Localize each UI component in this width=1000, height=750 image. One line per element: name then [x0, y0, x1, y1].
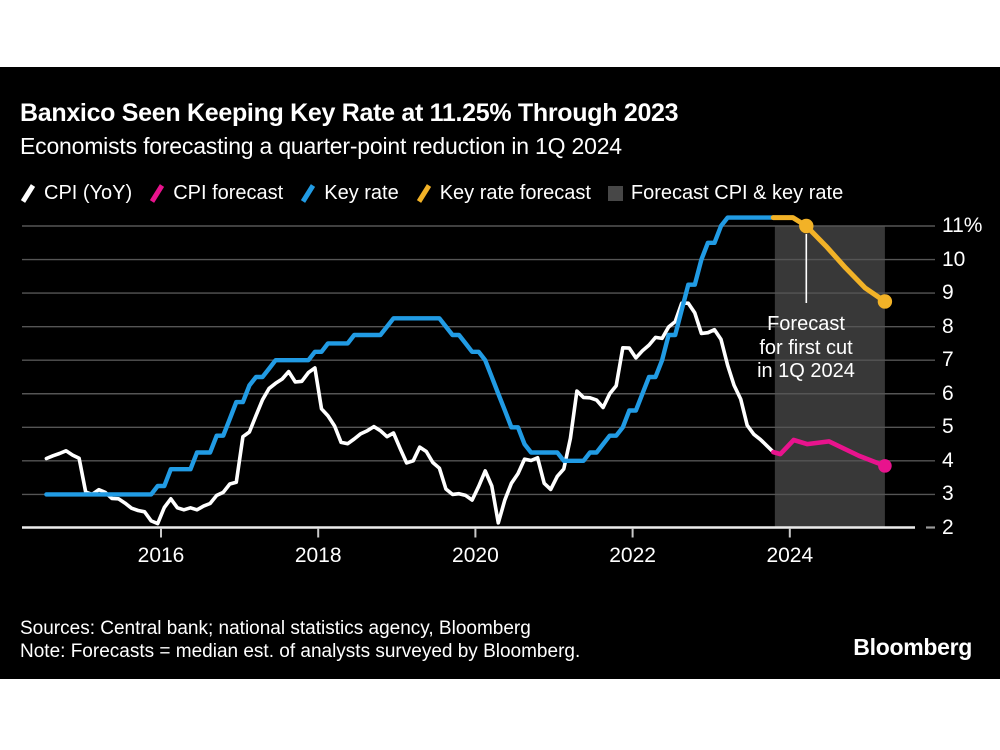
legend: CPI (YoY) CPI forecast Key rate Key rate fo…	[20, 182, 843, 205]
key-rate-slash-icon	[301, 184, 316, 203]
cpi-yoy--line	[44, 301, 776, 526]
cpi-forecast-line	[770, 437, 888, 469]
key-rate-forecast-line	[770, 215, 888, 304]
legend-item: Key rate forecast	[416, 182, 591, 205]
x-axis-label: 2020	[452, 544, 499, 567]
legend-item: Forecast CPI & key rate	[607, 182, 844, 205]
x-axis-label: 2024	[766, 544, 814, 567]
y-axis-label: 6	[942, 381, 954, 405]
cpi-forecast-slash-icon	[150, 184, 165, 203]
key-rate-line	[44, 215, 776, 497]
legend-label: CPI forecast	[173, 182, 284, 204]
y-axis-label: 9	[942, 281, 954, 305]
cpi-forecast-dot	[878, 459, 892, 473]
annotation-line: in 1Q 2024	[757, 360, 855, 382]
y-axis-label: 4	[942, 448, 954, 472]
forecast-band	[774, 226, 885, 528]
forecast-band-swatch-icon	[607, 186, 623, 201]
legend-label: Key rate	[324, 182, 399, 204]
legend-label: CPI (YoY)	[44, 182, 133, 204]
y-axis-label: 5	[942, 415, 954, 439]
page-title: Banxico Seen Keeping Key Rate at 11.25% …	[20, 99, 679, 127]
y-axis-label: 8	[942, 314, 954, 338]
annotation-line: Forecast	[767, 313, 845, 335]
legend-label: Key rate forecast	[439, 182, 591, 204]
annotation-line: for first cut	[759, 336, 853, 359]
bloomberg-logo: Bloomberg	[853, 634, 972, 660]
y-axis-label: 11%	[942, 214, 983, 237]
legend-item: Key rate	[300, 182, 399, 205]
y-axis-label: 7	[942, 348, 954, 372]
note-line: Note: Forecasts = median est. of analyst…	[20, 641, 581, 662]
y-axis-label: 3	[942, 482, 954, 506]
legend-item: CPI forecast	[149, 182, 283, 205]
x-axis-label: 2016	[137, 544, 185, 567]
annotation-text: Forecast for first cut in 1Q 2024	[706, 313, 906, 384]
key-rate-forecast-dot	[799, 218, 814, 234]
legend-item: CPI (YoY)	[20, 182, 132, 205]
legend-label: Forecast CPI & key rate	[630, 182, 844, 204]
cpi-yoy--slash-icon	[20, 184, 36, 203]
sources-line: Sources: Central bank; national statisti…	[20, 618, 531, 639]
page-subtitle: Economists forecasting a quarter-point r…	[20, 133, 622, 159]
y-axis-label: 10	[942, 247, 966, 271]
x-axis-label: 2022	[609, 544, 656, 567]
x-axis-label: 2018	[294, 544, 342, 567]
y-axis-label: 2	[942, 515, 954, 539]
key-rate-forecast-slash-icon	[416, 184, 431, 203]
key-rate-forecast-dot	[877, 294, 893, 309]
footer: Sources: Central bank; national statisti…	[20, 617, 580, 663]
